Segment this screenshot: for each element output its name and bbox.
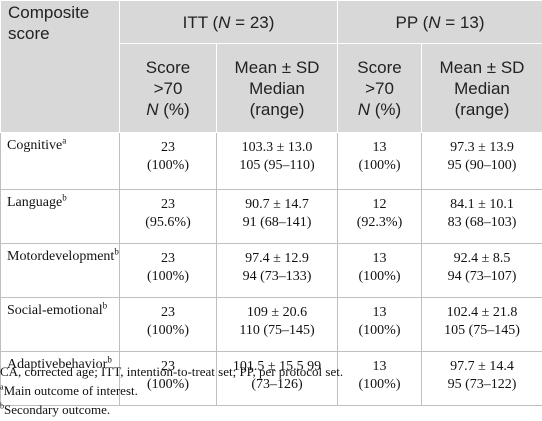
table-row-cognitive: Cognitivea 23 (100%) 103.3 ± 13.0 105 (95–… [0,132,542,190]
row-label: Cognitivea [0,132,120,190]
table-row-social-emotional: Social-emotionalb 23 (100%) 109 ± 20.6 110… [0,297,542,352]
footnote-a: aMain outcome of interest. [0,382,138,398]
pp-mean-cell: 84.1 ± 10.1 83 (68–103) [421,189,542,244]
itt-score-cell: 23 (100%) [119,297,217,352]
itt-score-cell: 23 (100%) [119,243,217,298]
table-header: Composite score ITT (N = 23) PP (N = 13)… [0,0,542,133]
table-row-adaptive-behavior: Adaptivebehaviorb 23 (100%) 101.5 ± 15.5 … [0,351,542,406]
pp-mean-cell: 92.4 ± 8.5 94 (73–107) [421,243,542,298]
table-row-language: Languageb 23 (95.6%) 90.7 ± 14.7 91 (68–14… [0,189,542,244]
pp-score-cell: 13 (100%) [337,243,422,298]
pp-mean-cell: 97.7 ± 14.4 95 (73–122) [421,351,542,406]
row-label: Languageb [0,189,120,244]
itt-score-cell: 23 (100%) [119,351,217,406]
pp-group-header: PP (N = 13) [337,0,542,44]
itt-mean-cell: 103.3 ± 13.0 105 (95–110) [216,132,338,190]
pp-score-header: Score >70 N (%) [337,43,422,133]
pp-mean-cell: 97.3 ± 13.9 95 (90–100) [421,132,542,190]
row-label: Social-emotionalb [0,297,120,352]
row-label: Motordevelopmentb [0,243,120,298]
pp-mean-cell: 102.4 ± 21.8 105 (75–145) [421,297,542,352]
table-footnotes: CA, corrected age; ITT, intention-to-tre… [0,362,542,419]
itt-score-header: Score >70 N (%) [119,43,217,133]
footnote-abbreviations: CA, corrected age; ITT, intention-to-tre… [0,364,344,379]
itt-mean-cell: 109 ± 20.6 110 (75–145) [216,297,338,352]
pp-mean-header: Mean ± SD Median (range) [421,43,542,133]
table-body: Cognitivea 23 (100%) 103.3 ± 13.0 105 (95–… [0,132,542,406]
pp-score-cell: 12 (92.3%) [337,189,422,244]
composite-score-header: Composite score [0,0,120,133]
footnote-b: bSecondary outcome. [0,401,111,417]
itt-mean-cell: 97.4 ± 12.9 94 (73–133) [216,243,338,298]
itt-score-cell: 23 (95.6%) [119,189,217,244]
itt-score-cell: 23 (100%) [119,132,217,190]
table-row-motor-development: Motordevelopmentb 23 (100%) 97.4 ± 12.9 94… [0,243,542,298]
itt-mean-header: Mean ± SD Median (range) [216,43,338,133]
itt-mean-cell: 101.5 ± 15.5 99 (73–126) [216,351,338,406]
composite-score-table: Composite score ITT (N = 23) PP (N = 13)… [0,0,542,406]
itt-mean-cell: 90.7 ± 14.7 91 (68–141) [216,189,338,244]
itt-group-header: ITT (N = 23) [119,0,338,44]
pp-score-cell: 13 (100%) [337,297,422,352]
pp-score-cell: 13 (100%) [337,132,422,190]
pp-score-cell: 13 (100%) [337,351,422,406]
